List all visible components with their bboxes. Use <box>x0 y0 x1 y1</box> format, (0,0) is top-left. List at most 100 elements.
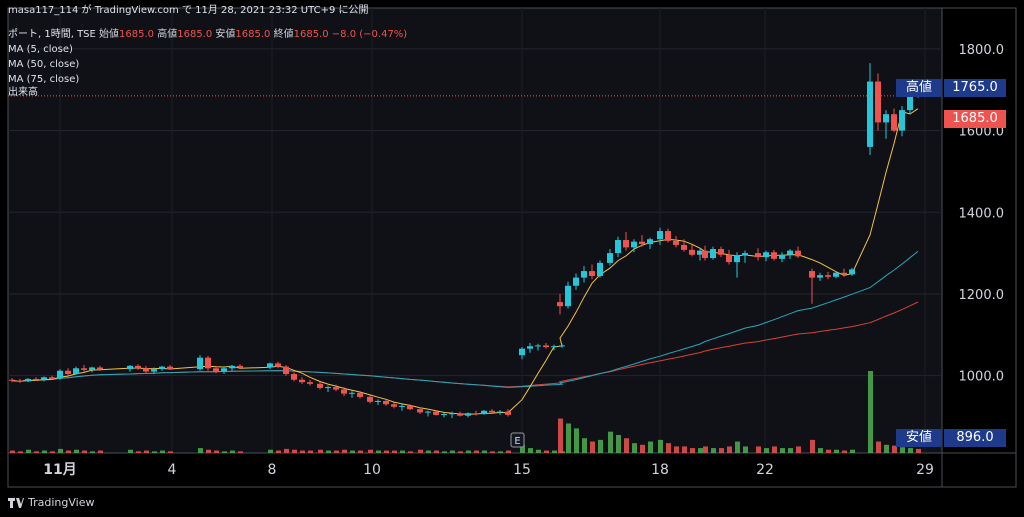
volume-bar <box>892 445 897 453</box>
indicator-volume-label[interactable]: 出来高 <box>8 87 38 98</box>
candle <box>755 248 761 261</box>
volume-bar <box>318 449 323 453</box>
tradingview-logo-icon <box>8 497 24 508</box>
volume-bar <box>876 441 881 453</box>
candle <box>867 63 873 156</box>
candle <box>407 404 413 410</box>
volume-bar <box>498 451 503 453</box>
candle <box>505 409 511 417</box>
candle-body <box>771 252 777 259</box>
volume-bar <box>50 451 55 453</box>
volume-bar <box>34 451 39 453</box>
candle-body <box>25 378 31 382</box>
volume-bar <box>144 450 149 453</box>
candle <box>763 250 769 262</box>
volume-bar <box>284 448 289 453</box>
candle <box>89 366 95 373</box>
candle-body <box>875 81 881 123</box>
volume-bar <box>206 449 211 453</box>
volume-bar <box>544 450 549 453</box>
candle-body <box>702 250 708 259</box>
candle-body <box>159 366 165 370</box>
volume-bar <box>674 446 679 453</box>
candle-body <box>457 413 463 416</box>
candle <box>441 412 447 418</box>
volume-bar <box>376 450 381 453</box>
candle <box>527 342 533 353</box>
candle <box>489 409 495 415</box>
candle <box>899 106 905 137</box>
candle-body <box>57 370 63 379</box>
candle <box>275 361 281 369</box>
indicator-ma75-label[interactable]: MA (75, close) <box>8 74 80 85</box>
volume-bar <box>82 450 87 453</box>
indicator-ma50-label[interactable]: MA (50, close) <box>8 59 80 70</box>
time-tick-label: 4 <box>168 462 177 478</box>
candle-body <box>97 367 103 370</box>
candle <box>817 272 823 281</box>
volume-bar <box>764 448 769 453</box>
candle <box>221 366 227 375</box>
symbol-label: ポート, 1時間, TSE <box>8 29 96 40</box>
volume-bar <box>574 428 579 453</box>
candle <box>559 343 565 348</box>
candle <box>841 268 847 277</box>
candle-body <box>597 262 603 276</box>
volume-bar <box>268 449 273 453</box>
volume-bar <box>384 450 389 453</box>
candle-body <box>673 240 679 245</box>
volume-bar <box>308 450 313 453</box>
candle <box>333 384 339 392</box>
indicator-ma5-label[interactable]: MA (5, close) <box>8 44 73 55</box>
candle-body <box>465 413 471 416</box>
volume-bar <box>528 448 533 453</box>
volume-bar <box>682 446 687 453</box>
candle <box>307 379 313 386</box>
volume-bar <box>558 418 563 453</box>
candle <box>159 365 165 371</box>
candle-body <box>891 114 897 131</box>
volume-bar <box>408 451 413 453</box>
candle <box>726 249 732 265</box>
volume-bar <box>418 449 423 453</box>
earnings-marker-label: E <box>514 436 520 447</box>
volume-bar <box>400 450 405 453</box>
candle-body <box>497 411 503 413</box>
candle-body <box>899 110 905 131</box>
volume-bar <box>434 450 439 453</box>
candle-body <box>17 380 23 382</box>
candle-body <box>425 411 431 413</box>
volume-bar <box>368 449 373 453</box>
candle-body <box>795 250 801 257</box>
candle-body <box>833 272 839 277</box>
candle <box>229 365 235 371</box>
volume-bar <box>900 447 905 453</box>
low-tag: 安値 <box>896 429 942 447</box>
tradingview-logo[interactable]: TradingView <box>8 496 94 509</box>
candle-body <box>697 250 703 255</box>
volume-bar <box>916 448 921 453</box>
candle-body <box>665 231 671 241</box>
candle-body <box>710 249 716 259</box>
volume-bar <box>74 449 79 453</box>
volume-bar <box>884 444 889 453</box>
candle <box>557 293 563 315</box>
candle-body <box>213 368 219 372</box>
candle <box>787 249 793 259</box>
candle-body <box>742 253 748 256</box>
candle <box>647 237 653 250</box>
volume-bar <box>756 446 761 453</box>
candle-body <box>341 389 347 394</box>
candle-body <box>779 254 785 259</box>
volume-bar <box>358 450 363 453</box>
candle-body <box>407 405 413 410</box>
candle-body <box>383 400 389 405</box>
candle <box>291 372 297 382</box>
candle <box>383 399 389 406</box>
candle-body <box>657 231 663 240</box>
candle-body <box>623 240 629 248</box>
volume-bar <box>788 448 793 453</box>
candle <box>519 347 525 360</box>
